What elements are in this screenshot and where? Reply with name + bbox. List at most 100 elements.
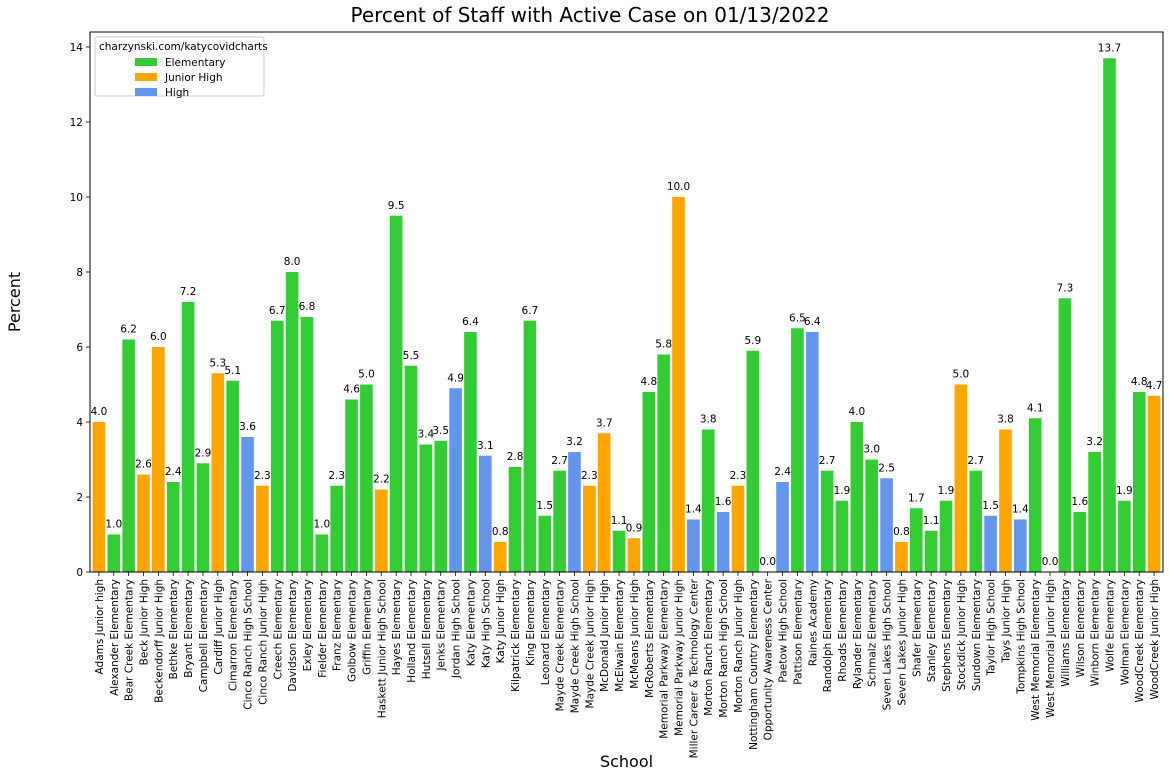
data-label: 4.8 [640, 376, 657, 388]
data-label: 6.7 [522, 305, 539, 317]
data-label: 1.9 [834, 485, 851, 497]
bar [716, 512, 730, 572]
x-tick-label: Katy High School [480, 579, 492, 668]
bar [434, 440, 448, 572]
data-label: 1.5 [536, 500, 553, 512]
bar [181, 302, 195, 572]
bar [270, 320, 284, 572]
bar [330, 485, 344, 572]
x-tick-label: Stanley Elementary [926, 579, 938, 682]
data-label: 2.3 [328, 470, 345, 482]
data-label: 2.9 [195, 447, 212, 459]
bar [464, 332, 477, 572]
x-tick-label: Seven Lakes Junior High [896, 579, 908, 706]
bar [999, 429, 1012, 572]
y-tick-label: 2 [76, 492, 83, 504]
data-label: 3.1 [477, 440, 494, 452]
x-tick-label: Cimarron Elementary [228, 579, 240, 691]
x-tick-label: Tompkins High School [1015, 579, 1027, 695]
legend-entry-label: Junior High [164, 72, 223, 84]
x-tick-label: Campbell Elementary [198, 579, 210, 692]
data-label: 5.3 [209, 357, 226, 369]
data-label: 2.3 [254, 470, 271, 482]
data-label: 0.0 [759, 556, 776, 568]
bar [241, 437, 254, 572]
data-label: 1.9 [1116, 485, 1133, 497]
data-label: 2.3 [581, 470, 598, 482]
data-label: 1.9 [938, 485, 955, 497]
legend-swatch [135, 73, 157, 81]
x-tick-label: Cardiff Junior High [213, 579, 225, 675]
x-tick-label: Cinco Ranch Junior High [257, 579, 269, 705]
x-tick-label: WoodCreek Junior High [1149, 579, 1161, 700]
data-label: 10.0 [667, 181, 690, 193]
x-tick-label: Rhoads Elementary [837, 579, 849, 682]
x-tick-label: Taylor High School [986, 579, 998, 677]
x-tick-label: Beckendorff Junior High [153, 579, 165, 703]
bar [493, 542, 507, 572]
bar [820, 470, 834, 572]
bar [880, 478, 893, 572]
x-tick-label: Franz Elementary [332, 579, 344, 671]
legend: charzynski.com/katycovidcharts Elementar… [94, 36, 268, 99]
bar [597, 433, 611, 572]
data-label: 6.0 [150, 331, 167, 343]
data-label: 3.5 [432, 425, 449, 437]
legend-swatch [135, 58, 157, 66]
data-label: 1.0 [105, 519, 122, 531]
bar [196, 463, 210, 572]
data-label: 3.4 [418, 429, 435, 441]
x-tick-label: West Memorial Junior High [1045, 579, 1057, 718]
x-tick-label: Wolman Elementary [1119, 579, 1131, 685]
data-label: 6.8 [299, 301, 316, 313]
data-label: 4.9 [447, 372, 464, 384]
bar [479, 455, 492, 572]
data-label: 6.4 [462, 316, 479, 328]
chart-title: Percent of Staff with Active Case on 01/… [350, 3, 829, 27]
x-tick-label: Katy Elementary [465, 579, 477, 666]
data-label: 7.2 [180, 286, 197, 298]
x-tick-label: Katy Junior High [495, 579, 507, 663]
data-label: 3.8 [997, 414, 1014, 426]
data-label: 5.1 [224, 365, 241, 377]
data-label: 1.5 [982, 500, 999, 512]
data-label: 2.4 [165, 466, 182, 478]
bar [1118, 500, 1131, 572]
data-label: 1.0 [313, 519, 330, 531]
x-axis-label: School [600, 752, 653, 771]
x-tick-label: WoodCreek Elementary [1134, 579, 1146, 702]
x-tick-label: Wolfe Elementary [1105, 579, 1117, 672]
data-label: 5.8 [655, 339, 672, 351]
x-tick-label: Randolph Elementary [822, 579, 834, 692]
data-label: 5.0 [953, 369, 970, 381]
data-label: 2.7 [967, 455, 984, 467]
data-label: 1.6 [715, 496, 732, 508]
legend-box [94, 36, 265, 97]
data-label: 8.0 [284, 256, 301, 268]
x-tick-label: Memorial Parkway Elementary [659, 579, 671, 739]
data-label: 3.8 [700, 414, 717, 426]
bar [508, 467, 522, 572]
x-tick-label: Opportunity Awareness Center [763, 578, 775, 740]
x-tick-label: Williams Elementary [1060, 579, 1072, 687]
x-tick-label: King Elementary [525, 579, 537, 666]
data-label: 1.1 [923, 515, 940, 527]
bar [568, 452, 581, 572]
bar [1028, 418, 1042, 572]
x-tick-label: Morton Ranch Junior High [733, 579, 745, 713]
x-tick-label: Tays Junior High [1000, 579, 1012, 664]
bar [107, 534, 121, 572]
data-label: 7.3 [1057, 282, 1074, 294]
x-tick-label: Davidson Elementary [287, 579, 299, 692]
bar [374, 489, 388, 572]
data-label: 4.0 [848, 406, 865, 418]
bar [687, 519, 700, 572]
data-label: 6.7 [269, 305, 286, 317]
bar [300, 317, 314, 572]
x-tick-label: McElwain Elementary [614, 579, 626, 692]
bar [612, 530, 626, 572]
bar [627, 538, 641, 572]
bar [360, 384, 373, 572]
y-axis-label: Percent [5, 272, 24, 332]
legend-entry-label: High [165, 87, 189, 99]
